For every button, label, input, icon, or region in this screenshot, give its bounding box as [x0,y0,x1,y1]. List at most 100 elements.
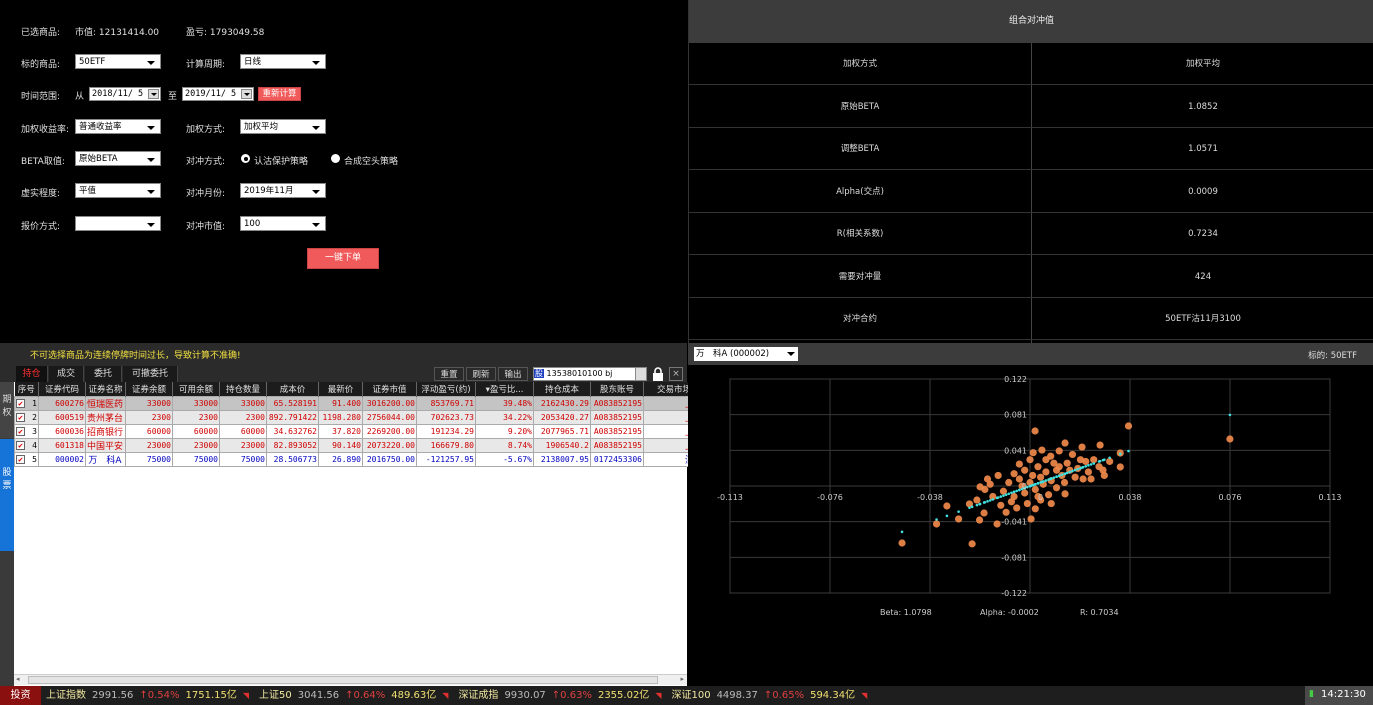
ticker-name[interactable]: 深证成指 [458,690,499,701]
quote-select[interactable] [75,216,161,231]
hedge-row-key: 对冲合约 [842,314,877,324]
hedge-mv-select[interactable]: 100 [240,216,326,231]
row-checkbox[interactable]: ✔ [16,454,25,464]
table-row[interactable]: ✔ 1 600276 恒瑞医药 33000 33000 33000 65.528191 91.4… [14,395,705,411]
table-cell: 601318 [38,437,86,453]
close-icon[interactable]: × [669,367,683,381]
column-header[interactable]: 序号 [14,382,39,396]
side-tab-stocks[interactable]: 股票 [0,439,14,551]
lock-icon[interactable] [652,367,664,381]
table-row[interactable]: ✔ 2 600519 贵州茅台 2300 2300 2300 892.791422 1198.2… [14,409,705,425]
recalculate-button[interactable]: 重新计算 [258,87,301,101]
down-marker-icon: ◥ [442,691,449,700]
table-row[interactable]: ✔ 4 601318 中国平安 23000 23000 23000 82.893052 90.1… [14,437,705,453]
column-header[interactable]: ▾盈亏比... [475,382,534,396]
one-click-order-button[interactable]: 一键下单 [307,248,379,269]
weight-select[interactable]: 加权平均 [240,119,326,134]
scatter-point [989,492,997,501]
warning-text: 不可选择商品为连续停牌时间过长，导致计算不准确! [30,351,241,361]
stock-select[interactable]: 万 科A (000002) [694,347,798,361]
calendar-dropdown-icon[interactable] [148,89,159,99]
export-button[interactable]: 输出 [498,367,528,381]
table-cell: 34.22% [475,409,534,425]
row-checkbox[interactable]: ✔ [16,412,25,422]
scrollbar-thumb[interactable] [28,676,658,684]
reset-button[interactable]: 重置 [434,367,464,381]
tab-holdings[interactable]: 持仓 [16,366,48,382]
column-header[interactable]: 证券代码 [38,382,86,396]
fit-point [1026,485,1029,489]
fit-point [1081,465,1085,469]
ticker-name[interactable]: 上证指数 [46,690,86,701]
table-row[interactable]: ✔ 3 600036 招商银行 60000 60000 60000 34.632762 37.8… [14,423,705,439]
ticker-name[interactable]: 深证100 [671,690,711,701]
scatter-point [975,516,984,524]
column-header[interactable]: 浮动盈亏(约) [416,382,476,396]
column-header[interactable]: 持仓数量 [219,382,267,396]
to-date-picker[interactable]: 2019/11/ 5 [182,87,254,101]
hedge-mv-value: 100 [244,219,261,229]
return-select[interactable]: 普通收益率 [75,119,161,134]
table-cell: ✔ 2 [14,409,39,425]
table-cell: 2073220.00 [362,437,417,453]
table-cell: 60000 [219,423,267,439]
table-cell: A083852195 [590,409,644,425]
column-header[interactable]: 股东账号 [590,382,644,396]
column-header[interactable]: 证券市值 [362,382,417,396]
hedge-row-key: 加权方式 [842,59,877,69]
underlying-info: 标的: 50ETF [1308,351,1357,361]
scatter-point [1021,489,1029,497]
table-cell: -5.67% [475,451,534,467]
fit-point [957,510,960,513]
column-header[interactable]: 持仓成本 [533,382,591,396]
table-cell: ✔ 4 [14,437,39,453]
table-cell: 91.400 [318,395,363,411]
scatter-point [999,487,1008,495]
horizontal-scrollbar[interactable]: ◂ ▸ [14,674,687,685]
from-date: 2018/11/ 5 [92,89,144,99]
scroll-right-icon[interactable]: ▸ [680,675,684,683]
tab-trades[interactable]: 成交 [49,366,84,382]
table-cell: 75000 [219,451,267,467]
fit-point [1089,463,1093,466]
row-checkbox[interactable]: ✔ [16,398,25,408]
side-tab-options[interactable]: 期权 [0,382,14,438]
table-cell: 2077965.71 [533,423,591,439]
moneyness-select[interactable]: 平值 [75,183,161,198]
column-header[interactable]: 证券余额 [125,382,173,396]
beta-select[interactable]: 原始BETA [75,151,161,166]
tab-orders[interactable]: 委托 [85,366,122,382]
row-checkbox[interactable]: ✔ [16,440,25,450]
scatter-point [1096,441,1104,449]
from-date-picker[interactable]: 2018/11/ 5 [89,87,161,101]
column-header[interactable]: 证券名称 [85,382,126,396]
scatter-point [1061,490,1069,498]
row-checkbox[interactable]: ✔ [16,426,25,436]
radio-put-protection[interactable] [241,154,250,163]
period-select[interactable]: 日线 [240,54,326,69]
tab-cancelable[interactable]: 可撤委托 [123,366,178,382]
table-cell: 166679.80 [416,437,476,453]
table-row[interactable]: ✔ 5 000002 万 科A 75000 75000 75000 28.506773 26.8… [14,451,705,467]
account-select[interactable]: 股 13538010100 bj [533,367,647,381]
scroll-left-icon[interactable]: ◂ [16,675,20,683]
refresh-button[interactable]: 刷新 [466,367,496,381]
column-header[interactable]: 成本价 [266,382,319,396]
signal-icon: ▮ [1309,689,1314,699]
column-header[interactable]: 最新价 [318,382,363,396]
scatter-point [1090,456,1098,464]
ticker-price: 4498.37 [716,690,758,701]
scatter-point [997,501,1005,509]
fit-point [1063,472,1066,476]
column-header[interactable]: 可用余额 [172,382,220,396]
fit-point [1103,458,1106,461]
underlying-select[interactable]: 50ETF [75,54,161,69]
ticker-name[interactable]: 上证50 [259,690,292,701]
radio-synthetic-short[interactable] [331,154,340,163]
scatter-point [1068,450,1077,459]
calendar-dropdown-icon[interactable] [241,89,252,99]
chevron-down-icon [312,190,320,194]
ticker-change: ↑0.64% [345,690,386,701]
ticker-amount: 2355.02亿 [597,690,650,701]
hedge-month-select[interactable]: 2019年11月 [240,183,326,198]
